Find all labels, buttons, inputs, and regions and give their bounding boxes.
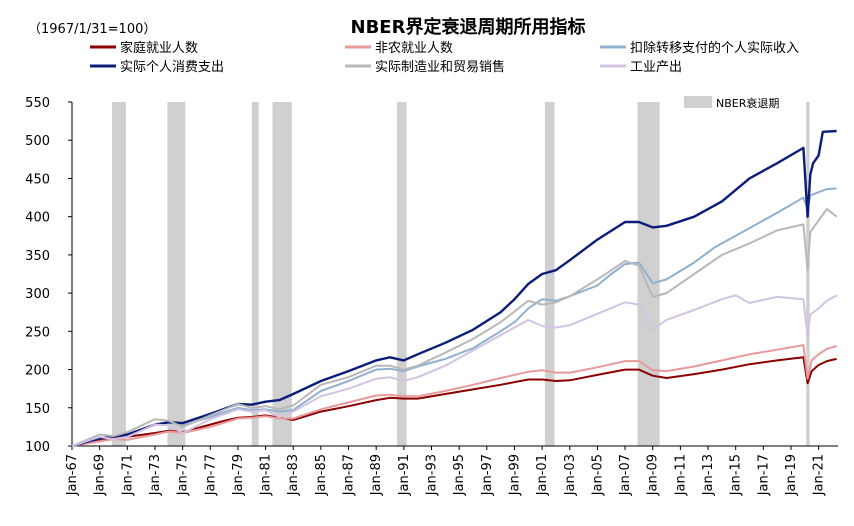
x-tick-label: Jan-05	[590, 454, 605, 496]
y-tick-label: 500	[25, 134, 50, 149]
y-tick-label: 250	[25, 325, 50, 340]
x-tick-label: Jan-07	[618, 454, 633, 496]
x-tick-label: Jan-75	[176, 454, 191, 496]
recession-band	[544, 102, 555, 446]
x-tick-label: Jan-17	[756, 454, 771, 496]
x-tick-label: Jan-99	[507, 454, 522, 496]
series-line	[71, 208, 838, 447]
x-tick-label: Jan-81	[259, 454, 274, 496]
legend-label: 实际个人消费支出	[120, 60, 224, 75]
x-tick-label: Jan-19	[784, 454, 799, 496]
chart-subtitle: （1967/1/31=100）	[28, 22, 156, 37]
legend-label: 非农就业人数	[375, 41, 453, 56]
legend-label: 实际制造业和贸易销售	[375, 59, 505, 75]
y-tick-label: 100	[25, 440, 50, 455]
legend-label: 扣除转移支付的个人实际收入	[630, 40, 799, 56]
legend-label: 工业产出	[630, 60, 682, 75]
series-line	[71, 187, 837, 447]
x-tick-label: Jan-09	[646, 454, 661, 496]
x-tick-label: Jan-77	[203, 454, 218, 496]
recession-legend: NBER衰退期	[684, 96, 779, 110]
x-tick-label: Jan-89	[369, 454, 384, 496]
legend-label: 家庭就业人数	[120, 40, 198, 56]
x-tick-label: Jan-03	[563, 454, 578, 496]
x-tick-label: Jan-67	[65, 454, 80, 496]
y-tick-label: 550	[25, 96, 50, 111]
y-tick-label: 200	[25, 364, 50, 379]
recession-band	[396, 102, 407, 446]
series-line	[71, 294, 838, 447]
x-tick-label: Jan-13	[701, 454, 716, 496]
y-tick-label: 300	[25, 287, 50, 302]
y-tick-label: 450	[25, 172, 50, 187]
recession-band	[167, 102, 186, 446]
x-tick-label: Jan-79	[231, 454, 246, 496]
recession-legend-swatch	[684, 96, 712, 108]
x-tick-label: Jan-83	[286, 454, 301, 496]
x-tick-label: Jan-85	[314, 454, 329, 496]
y-tick-label: 150	[25, 402, 50, 417]
x-tick-label: Jan-69	[93, 454, 108, 496]
x-tick-label: Jan-21	[812, 454, 827, 496]
x-tick-label: Jan-71	[120, 454, 135, 496]
x-tick-label: Jan-11	[673, 454, 688, 496]
recession-bands	[112, 102, 810, 446]
recession-legend-label: NBER衰退期	[716, 96, 779, 110]
x-tick-label: Jan-93	[424, 454, 439, 496]
recession-band	[272, 102, 292, 446]
x-tick-label: Jan-97	[480, 454, 495, 496]
x-tick-label: Jan-15	[729, 454, 744, 496]
series-line	[71, 129, 837, 448]
axes: 100 150 200 250 300 350 400 450 500 550 Jan-67 Jan-…	[25, 96, 838, 496]
x-tick-label: Jan-95	[452, 454, 467, 496]
recession-band	[637, 102, 660, 446]
x-tick-label: Jan-73	[148, 454, 163, 496]
series-line	[71, 344, 837, 447]
recession-band	[806, 102, 810, 446]
series-lines	[71, 129, 838, 448]
y-tick-label: 400	[25, 211, 50, 226]
x-tick-label: Jan-91	[397, 454, 412, 496]
y-tick-label: 350	[25, 249, 50, 264]
series-line	[71, 356, 837, 447]
x-tick-label: Jan-01	[535, 454, 550, 496]
recession-band	[112, 102, 126, 446]
recession-band	[251, 102, 259, 446]
x-tick-label: Jan-87	[342, 454, 357, 496]
chart-title: NBER界定衰退周期所用指标	[351, 16, 586, 38]
